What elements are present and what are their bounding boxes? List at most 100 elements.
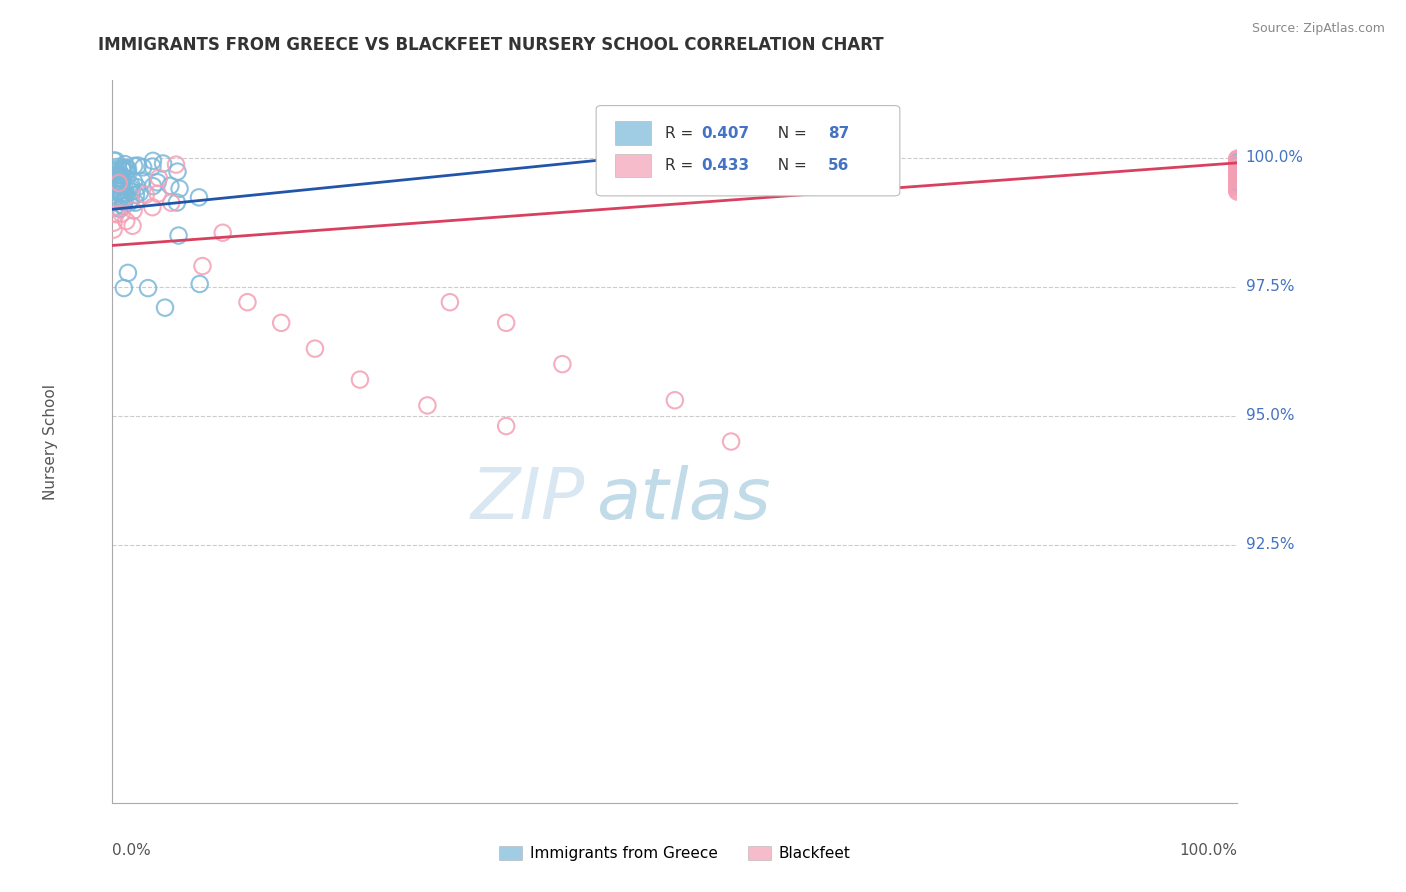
Point <box>122 174 145 188</box>
Point <box>1226 183 1249 197</box>
Point <box>1226 173 1249 187</box>
Point <box>1226 159 1249 173</box>
Point <box>1226 153 1249 168</box>
Point <box>114 157 136 171</box>
Point <box>1226 153 1249 167</box>
Text: IMMIGRANTS FROM GREECE VS BLACKFEET NURSERY SCHOOL CORRELATION CHART: IMMIGRANTS FROM GREECE VS BLACKFEET NURS… <box>98 36 884 54</box>
Point <box>1226 173 1249 187</box>
Text: Nursery School: Nursery School <box>44 384 58 500</box>
Point <box>1226 176 1249 190</box>
Text: 95.0%: 95.0% <box>1246 409 1294 423</box>
Point <box>1226 153 1249 167</box>
Point <box>146 186 169 201</box>
Point <box>169 182 191 196</box>
Point <box>129 186 152 200</box>
Point <box>112 199 135 213</box>
Point <box>1226 161 1249 175</box>
Point <box>117 162 139 177</box>
Text: 97.5%: 97.5% <box>1246 279 1294 294</box>
Point <box>111 178 134 192</box>
Point <box>107 178 129 192</box>
Point <box>1226 152 1249 166</box>
Point <box>1226 176 1249 190</box>
Point <box>111 169 134 183</box>
Point <box>141 200 163 214</box>
Text: 56: 56 <box>828 158 849 173</box>
Text: atlas: atlas <box>596 465 770 533</box>
Point <box>104 153 127 168</box>
Point <box>114 186 136 201</box>
Point <box>188 277 211 291</box>
Point <box>105 165 128 179</box>
Point <box>122 159 145 173</box>
Point <box>124 195 146 210</box>
Text: Source: ZipAtlas.com: Source: ZipAtlas.com <box>1251 22 1385 36</box>
Point <box>115 165 138 179</box>
Point <box>160 195 183 210</box>
Point <box>1226 176 1249 190</box>
Point <box>103 164 125 178</box>
Point <box>104 200 127 214</box>
Point <box>191 259 214 273</box>
Point <box>141 160 163 174</box>
Point <box>114 191 136 205</box>
Point <box>495 316 517 330</box>
Point <box>135 187 157 202</box>
Point <box>108 184 131 198</box>
Point <box>146 175 169 189</box>
Point <box>110 186 132 201</box>
Point <box>1226 181 1249 195</box>
Point <box>664 393 686 408</box>
Point <box>112 194 135 209</box>
Point <box>152 156 174 170</box>
Legend: Immigrants from Greece, Blackfeet: Immigrants from Greece, Blackfeet <box>494 840 856 867</box>
Point <box>1226 177 1249 191</box>
Point <box>1226 179 1249 194</box>
Point <box>110 172 132 186</box>
Point <box>112 161 135 176</box>
Point <box>108 171 131 186</box>
Point <box>127 159 149 173</box>
Point <box>1226 165 1249 179</box>
Point <box>115 214 138 228</box>
Point <box>1226 160 1249 174</box>
Point <box>111 161 134 176</box>
Point <box>1226 175 1249 189</box>
Point <box>110 170 132 185</box>
Point <box>1226 172 1249 186</box>
Point <box>120 180 142 194</box>
Point <box>1226 165 1249 179</box>
Point <box>153 301 176 315</box>
Text: 87: 87 <box>828 126 849 141</box>
Point <box>211 226 233 240</box>
Point <box>105 162 128 177</box>
Point <box>1226 178 1249 193</box>
Point <box>551 357 574 371</box>
Point <box>107 176 129 190</box>
Point <box>1226 155 1249 169</box>
Point <box>120 178 142 192</box>
Point <box>167 228 190 243</box>
Point <box>166 164 188 178</box>
Point <box>111 190 134 204</box>
Point <box>1226 169 1249 184</box>
Point <box>349 373 371 387</box>
Point <box>1226 163 1249 178</box>
FancyBboxPatch shape <box>616 121 651 145</box>
Point <box>127 180 149 194</box>
Point <box>1226 162 1249 177</box>
Text: ZIP: ZIP <box>471 465 585 533</box>
Point <box>103 222 125 236</box>
Point <box>121 185 143 199</box>
Point <box>111 163 134 178</box>
Text: 100.0%: 100.0% <box>1180 843 1237 857</box>
Point <box>103 194 125 208</box>
Point <box>103 153 125 168</box>
Point <box>188 190 211 204</box>
Point <box>104 207 127 221</box>
Text: 100.0%: 100.0% <box>1246 150 1303 165</box>
Point <box>495 419 517 434</box>
Point <box>416 399 439 413</box>
Point <box>1226 167 1249 181</box>
Point <box>1226 155 1249 169</box>
